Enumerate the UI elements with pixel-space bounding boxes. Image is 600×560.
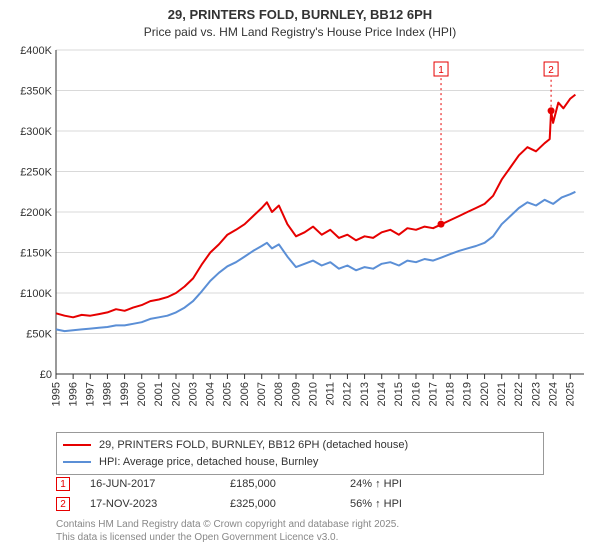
sales-block: 1 16-JUN-2017£185,00024% ↑ HPI 2 17-NOV-202…: [56, 474, 544, 514]
x-tick-label: 1998: [102, 382, 114, 406]
sale-point-1: [438, 221, 445, 228]
sale-marker-num-2: 2: [548, 65, 554, 76]
title-line1: 29, PRINTERS FOLD, BURNLEY, BB12 6PH: [0, 6, 600, 24]
y-tick-label: £50K: [26, 329, 52, 341]
x-tick-label: 1997: [85, 382, 97, 406]
title-block: 29, PRINTERS FOLD, BURNLEY, BB12 6PH Pri…: [0, 0, 600, 40]
y-tick-label: £350K: [20, 86, 52, 98]
x-tick-label: 2002: [170, 382, 182, 406]
x-tick-label: 1996: [67, 382, 79, 406]
x-tick-label: 2005: [222, 382, 234, 406]
x-tick-label: 2023: [530, 382, 542, 406]
legend-swatch: [63, 461, 91, 463]
x-tick-label: 1999: [119, 382, 131, 406]
x-tick-label: 2011: [325, 382, 337, 406]
x-tick-label: 1995: [50, 382, 62, 406]
x-tick-label: 2019: [462, 382, 474, 406]
legend-item: 29, PRINTERS FOLD, BURNLEY, BB12 6PH (de…: [63, 437, 537, 454]
sale-price: £325,000: [230, 498, 350, 510]
chart-area: £0 £50K £100K £150K £200K £250K £300K £350K £400…: [10, 44, 590, 424]
x-tick-label: 2004: [205, 382, 217, 406]
sale-date: 16-JUN-2017: [90, 478, 230, 490]
figure-container: 29, PRINTERS FOLD, BURNLEY, BB12 6PH Pri…: [0, 0, 600, 560]
chart-svg: £0 £50K £100K £150K £200K £250K £300K £350K £400…: [10, 44, 590, 424]
x-tick-label: 2020: [479, 382, 491, 406]
y-tick-label: £300K: [20, 126, 52, 138]
x-tick-label: 2009: [290, 382, 302, 406]
sale-point-2: [548, 107, 555, 114]
legend-label: 29, PRINTERS FOLD, BURNLEY, BB12 6PH (de…: [99, 437, 408, 454]
x-tick-label: 2008: [273, 382, 285, 406]
x-tick-label: 2001: [153, 382, 165, 406]
x-tick-label: 2024: [547, 382, 559, 406]
x-tick-label: 2025: [565, 382, 577, 406]
x-tick-label: 2010: [307, 382, 319, 406]
sale-marker-num-1: 1: [438, 65, 444, 76]
title-line2: Price paid vs. HM Land Registry's House …: [0, 24, 600, 40]
x-tick-label: 2022: [513, 382, 525, 406]
x-tick-label: 2000: [136, 382, 148, 406]
x-tick-label: 2003: [187, 382, 199, 406]
sale-delta: 56% ↑ HPI: [350, 498, 402, 510]
sale-row-marker: 1: [56, 477, 70, 491]
y-tick-label: £400K: [20, 45, 52, 57]
sale-price: £185,000: [230, 478, 350, 490]
legend-label: HPI: Average price, detached house, Burn…: [99, 454, 318, 471]
sale-delta: 24% ↑ HPI: [350, 478, 402, 490]
x-tick-label: 2014: [376, 382, 388, 406]
x-tick-label: 2006: [239, 382, 251, 406]
sale-date: 17-NOV-2023: [90, 498, 230, 510]
x-tick-label: 2017: [427, 382, 439, 406]
sale-row: 1 16-JUN-2017£185,00024% ↑ HPI: [56, 474, 544, 494]
y-tick-label: £150K: [20, 248, 52, 260]
x-tick-label: 2018: [445, 382, 457, 406]
x-tick-label: 2013: [359, 382, 371, 406]
legend-swatch: [63, 444, 91, 446]
y-tick-label: £0: [40, 369, 52, 381]
x-tick-label: 2015: [393, 382, 405, 406]
legend-item: HPI: Average price, detached house, Burn…: [63, 454, 537, 471]
sale-row: 2 17-NOV-2023£325,00056% ↑ HPI: [56, 494, 544, 514]
y-tick-label: £250K: [20, 167, 52, 179]
x-tick-label: 2021: [496, 382, 508, 406]
y-tick-label: £200K: [20, 207, 52, 219]
footer: Contains HM Land Registry data © Crown c…: [56, 518, 399, 544]
x-tick-label: 2007: [256, 382, 268, 406]
legend-box: 29, PRINTERS FOLD, BURNLEY, BB12 6PH (de…: [56, 432, 544, 475]
x-tick-label: 2012: [342, 382, 354, 406]
footer-line1: Contains HM Land Registry data © Crown c…: [56, 518, 399, 531]
sale-row-marker: 2: [56, 497, 70, 511]
y-tick-label: £100K: [20, 288, 52, 300]
x-tick-label: 2016: [410, 382, 422, 406]
footer-line2: This data is licensed under the Open Gov…: [56, 531, 399, 544]
